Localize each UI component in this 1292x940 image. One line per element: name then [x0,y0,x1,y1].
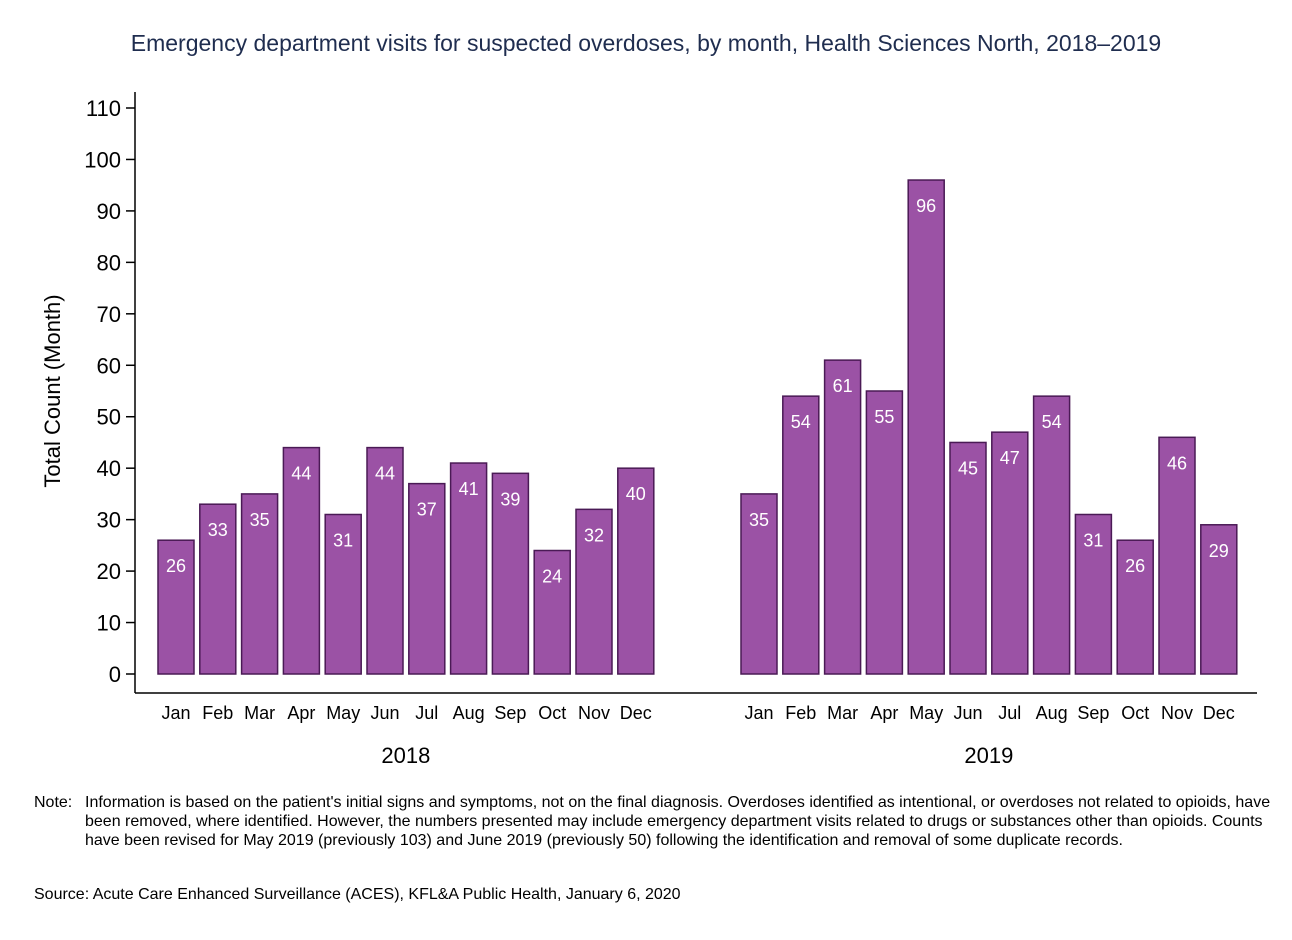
bar-value-label: 45 [958,458,978,478]
bar-value-label: 41 [459,479,479,499]
x-tick-label: Feb [202,703,233,723]
bar-value-label: 29 [1209,541,1229,561]
bar-chart: 0 10 20 30 40 50 60 70 80 90 100 110 Total Count (Mo… [40,92,1257,768]
bar [617,467,655,675]
bar-value-label: 33 [208,520,228,540]
bar [157,539,195,675]
bar-value-label: 96 [916,196,936,216]
x-tick-label: Apr [870,703,898,723]
x-tick-label: Jun [953,703,982,723]
bar [491,472,530,675]
y-tick-label: 30 [97,508,121,533]
y-tick-label: 0 [109,662,121,687]
bar [740,493,778,675]
bar-value-label: 31 [333,530,353,550]
y-tick-label: 100 [84,147,121,172]
y-tick-label: 80 [97,250,121,275]
bar [1200,524,1238,675]
bar-value-label: 39 [500,489,520,509]
x-tick-label: May [909,703,943,723]
bar [575,508,613,675]
x-tick-label: Jun [370,703,399,723]
bar-value-label: 37 [417,500,437,520]
x-tick-label: Aug [453,703,485,723]
axes: 0 10 20 30 40 50 60 70 80 90 100 110 Total Count (Mo… [40,92,1257,694]
y-tick-label: 40 [97,456,121,481]
bar-value-label: 32 [584,525,604,545]
x-tick-label: Oct [538,703,566,723]
bar-value-label: 61 [833,376,853,396]
x-tick-label: Jul [998,703,1021,723]
bar-value-label: 35 [250,510,270,530]
x-tick-label: Mar [244,703,275,723]
bar [533,549,571,675]
bar [991,431,1029,675]
bar [1158,436,1196,675]
bar-value-label: 47 [1000,448,1020,468]
bar-value-label: 24 [542,567,562,587]
y-axis-title: Total Count (Month) [40,294,65,487]
y-tick-label: 50 [97,405,121,430]
bar-value-label: 35 [749,510,769,530]
bars [157,179,1238,675]
x-tick-label: Nov [1161,703,1193,723]
bar [782,395,820,675]
bar [408,482,446,675]
bar-value-label: 44 [291,464,311,484]
x-tick-label: Jan [744,703,773,723]
y-tick-label: 60 [97,353,121,378]
bar [366,446,404,675]
bar-value-label: 26 [166,556,186,576]
y-tick-label: 90 [97,199,121,224]
x-tick-label: Mar [827,703,858,723]
x-tick-label: May [326,703,360,723]
x-tick-label: Oct [1121,703,1149,723]
note-prefix: Note: [34,794,73,811]
source-line: Source: Acute Care Enhanced Surveillance… [34,886,681,903]
bar [949,441,987,675]
group-label: 2018 [381,743,430,768]
note-text: Information is based on the patient's in… [85,794,1271,849]
group-label: 2019 [964,743,1013,768]
bar-value-label: 55 [874,407,894,427]
y-tick-label: 70 [97,302,121,327]
bar [1074,513,1113,675]
chart-title: Emergency department visits for suspecte… [130,30,1162,56]
x-tick-label: Dec [1203,703,1235,723]
bar [865,390,904,675]
bar-value-label: 26 [1125,556,1145,576]
bar-value-label: 31 [1083,530,1103,550]
x-tick-label: Sep [494,703,526,723]
bar-value-label: 44 [375,464,395,484]
x-tick-label: Dec [620,703,652,723]
bar [823,359,862,675]
x-tick-label: Jul [415,703,438,723]
bar-value-label: 40 [626,484,646,504]
bar [324,513,362,675]
y-tick-label: 20 [97,559,121,584]
bar [199,503,237,675]
x-tick-label: Jan [161,703,190,723]
labels: 26 Jan 33 Feb 35 Mar 44 Apr 31 May 44 Jun 37 Jul 41 Aug… [161,196,1234,768]
bar-value-label: 54 [1042,412,1062,432]
bar [282,446,321,675]
x-tick-label: Aug [1036,703,1068,723]
x-tick-label: Nov [578,703,610,723]
bar [449,462,488,675]
bar [907,179,945,675]
x-tick-label: Apr [287,703,315,723]
x-tick-label: Sep [1077,703,1109,723]
bar [1032,395,1071,675]
y-tick-label: 10 [97,611,121,636]
bar [240,493,279,675]
bar [1116,539,1154,675]
bar-value-label: 46 [1167,453,1187,473]
x-tick-label: Feb [785,703,816,723]
y-tick-label: 110 [86,96,121,121]
bar-value-label: 54 [791,412,811,432]
